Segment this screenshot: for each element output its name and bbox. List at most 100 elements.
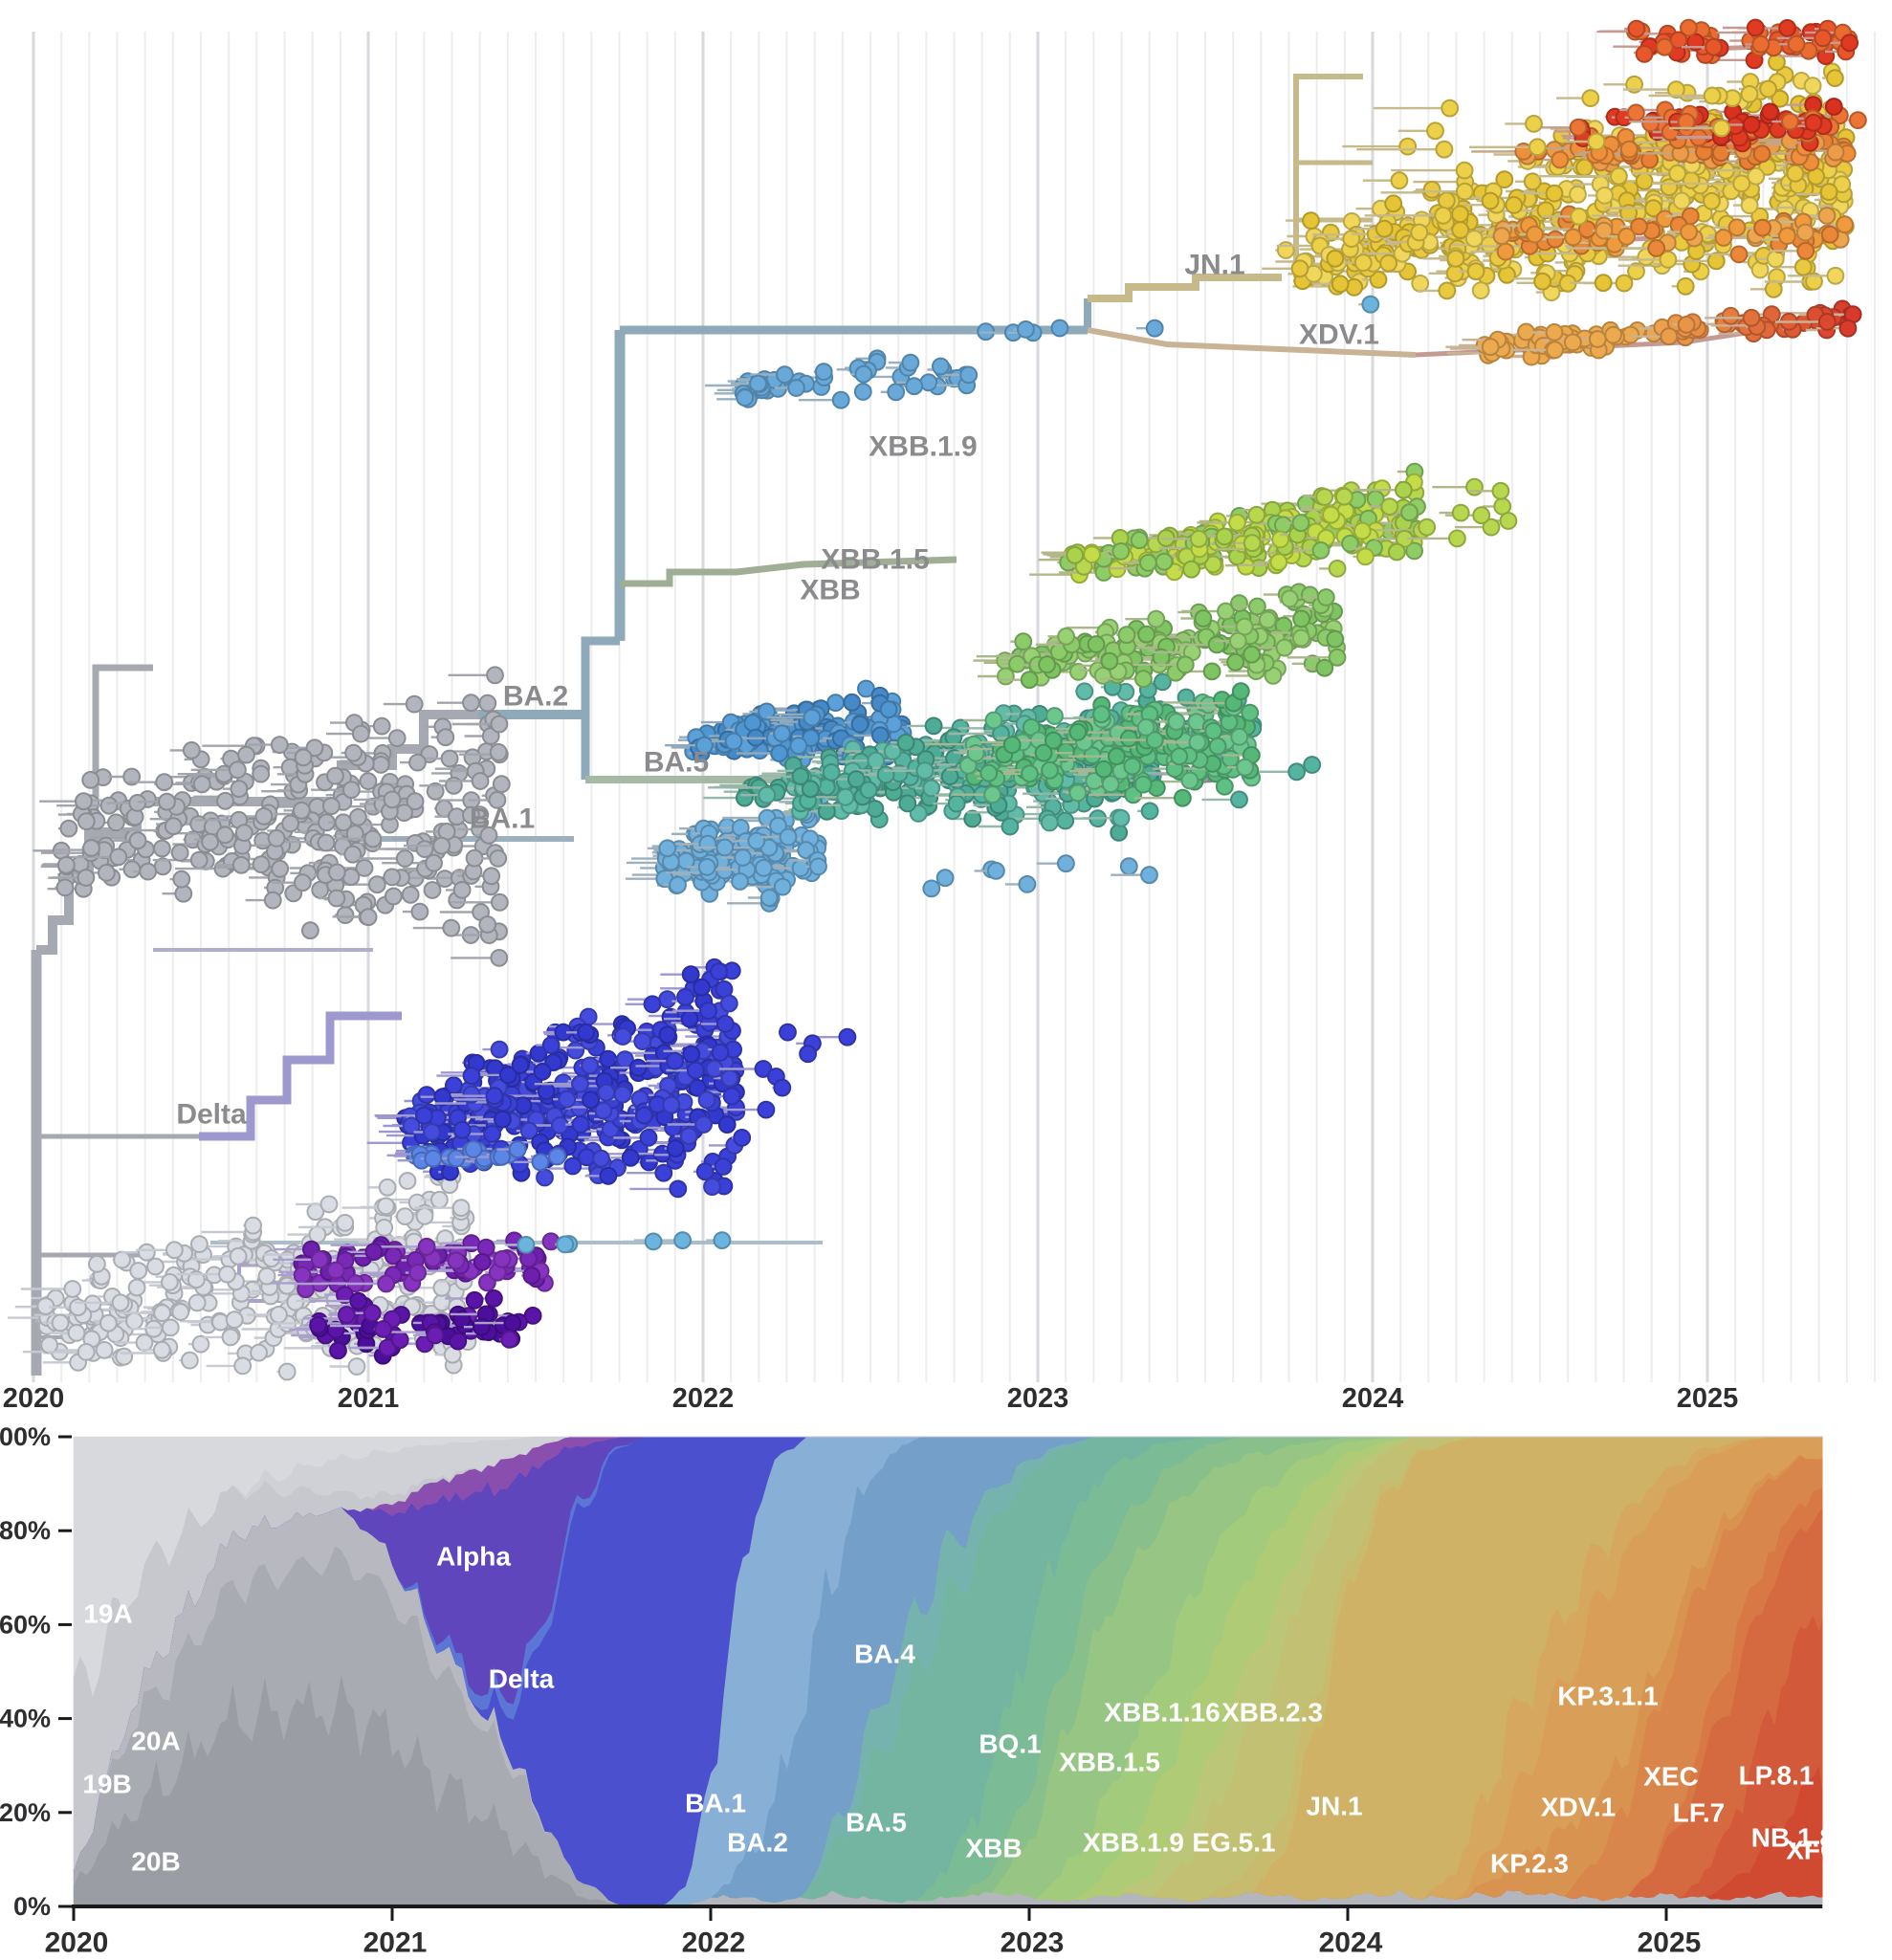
tree-tip-alpha[interactable] xyxy=(447,1251,466,1270)
tree-tip-ba1[interactable] xyxy=(755,859,773,877)
tree-tip-ba2[interactable] xyxy=(871,726,890,745)
tree-tip-xbb19[interactable] xyxy=(1083,545,1101,563)
tree-tip-20A-20B[interactable] xyxy=(317,833,336,852)
tree-tip-xbb[interactable] xyxy=(1215,777,1234,796)
tree-tip-delta[interactable] xyxy=(697,1090,716,1110)
tree-tip-19A-19B[interactable] xyxy=(396,1207,414,1225)
tree-tip-20A-20B[interactable] xyxy=(81,771,100,789)
tree-tip-delta[interactable] xyxy=(688,1078,707,1097)
tree-tip-ba5[interactable] xyxy=(898,794,917,813)
tree-tip-delta[interactable] xyxy=(711,1043,730,1062)
tree-tip-19A-19B[interactable] xyxy=(67,1324,86,1342)
tree-tip-20A-20B[interactable] xyxy=(491,892,509,912)
tree-tip-xbb15[interactable] xyxy=(1093,667,1112,685)
tree-tip-xbb[interactable] xyxy=(1094,760,1113,779)
tree-tip-20A-20B[interactable] xyxy=(406,792,425,811)
tree-tip-xbb19[interactable] xyxy=(1215,527,1234,546)
tree-tip-alpha[interactable] xyxy=(462,1234,481,1253)
tree-tip-ba1[interactable] xyxy=(697,858,716,876)
tree-tip-20A-20B[interactable] xyxy=(408,753,427,772)
tree-tip-delta-tail[interactable] xyxy=(773,1078,792,1097)
tree-tip-alpha-dark[interactable] xyxy=(485,1289,503,1308)
tree-tip-xbb15[interactable] xyxy=(1176,655,1195,674)
tree-tip-19A-19B[interactable] xyxy=(138,1243,156,1262)
tree-tip-ba5[interactable] xyxy=(876,765,895,784)
tree-tip-xbb15[interactable] xyxy=(1316,588,1335,606)
tree-tip-delta[interactable] xyxy=(597,1083,616,1102)
tree-tip-20A-20B[interactable] xyxy=(372,716,391,736)
tree-tip-ba1[interactable] xyxy=(809,857,827,876)
tree-tip-20A-20B[interactable] xyxy=(254,807,274,826)
tree-tip-delta[interactable] xyxy=(563,1156,583,1176)
tree-tip-delta[interactable] xyxy=(693,978,711,997)
tree-tip-ba1[interactable] xyxy=(734,848,752,867)
tree-tip-ba2[interactable] xyxy=(879,700,898,719)
tree-tip-xbb19[interactable] xyxy=(1189,530,1208,548)
tree-tip-xbb19[interactable] xyxy=(1291,514,1310,533)
tree-tip-delta[interactable] xyxy=(452,1120,472,1139)
tree-tip-xbb15[interactable] xyxy=(1014,632,1033,651)
tree-tip-19A-19B[interactable] xyxy=(244,1216,263,1235)
tree-tip-19A-19B[interactable] xyxy=(161,1273,179,1291)
tree-tip-recomb[interactable] xyxy=(736,388,755,407)
tree-tip-delta[interactable] xyxy=(720,1068,739,1088)
tree-tip-20A-20B[interactable] xyxy=(492,775,511,794)
tree-tip-20A-20B[interactable] xyxy=(462,694,480,713)
tree-tip-19A-19B[interactable] xyxy=(99,1313,118,1332)
tree-tip-ba2[interactable] xyxy=(773,724,791,743)
tree-tip-delta[interactable] xyxy=(511,1056,530,1074)
tree-tip-ba1[interactable] xyxy=(797,841,816,860)
tree-tip-ba1-tail[interactable] xyxy=(987,862,1005,880)
tree-tip-recomb[interactable] xyxy=(901,353,920,372)
tree-tip-19A-19B[interactable] xyxy=(377,1197,395,1216)
tree-tip-20A-20B[interactable] xyxy=(99,796,119,815)
tree-tip-recomb-row[interactable] xyxy=(1017,320,1035,339)
tree-tip-19A-19B[interactable] xyxy=(161,1318,180,1337)
tree-tip-delta[interactable] xyxy=(635,1106,653,1125)
tree-tip-xbb[interactable] xyxy=(1041,760,1059,780)
tree-tip-20A-20B[interactable] xyxy=(107,813,125,832)
tree-tip-delta[interactable] xyxy=(613,1085,632,1104)
tree-tip-20A-20B[interactable] xyxy=(462,805,480,825)
tree-tip-xbb15[interactable] xyxy=(1038,655,1056,674)
tree-tip-delta[interactable] xyxy=(498,1066,517,1085)
tree-tip-ba1-tail[interactable] xyxy=(1119,857,1138,876)
tree-tip-ba1-tail[interactable] xyxy=(1018,875,1037,893)
tree-tip-xbb[interactable] xyxy=(983,785,1001,804)
tree-tip-xbb[interactable] xyxy=(1068,723,1088,741)
tree-tip-delta[interactable] xyxy=(462,1067,481,1085)
tree-tip-xbb15[interactable] xyxy=(1008,654,1026,673)
tree-tip-19A-19B[interactable] xyxy=(451,1199,471,1218)
tree-tip-20A-20B[interactable] xyxy=(425,853,444,872)
tree-tip-19A-19B[interactable] xyxy=(432,1278,451,1297)
tree-tip-xbb[interactable] xyxy=(1204,721,1222,740)
tree-tip-19A-19B[interactable] xyxy=(250,1343,269,1362)
tree-tip-delta[interactable] xyxy=(577,1023,595,1042)
tree-tip-delta[interactable] xyxy=(699,1002,717,1021)
tree-tip-xbb[interactable] xyxy=(1045,707,1064,725)
tree-tip-xbb15[interactable] xyxy=(1194,609,1213,628)
tree-tip-19A-19B[interactable] xyxy=(308,1225,327,1244)
tree-tip-20A-20B[interactable] xyxy=(436,728,455,747)
tree-tip-20A-20B[interactable] xyxy=(281,814,300,833)
tree-tip-xbb19[interactable] xyxy=(1356,547,1375,566)
tree-tip-delta[interactable] xyxy=(582,1090,600,1110)
tree-tip-xbb19[interactable] xyxy=(1247,505,1266,524)
tree-tip-20A-20B[interactable] xyxy=(327,889,346,908)
tree-tip-delta[interactable] xyxy=(571,1074,589,1093)
tree-tip-alpha[interactable] xyxy=(310,1250,329,1269)
tree-tip-ba5[interactable] xyxy=(867,751,886,770)
tree-tip-20A-20B[interactable] xyxy=(482,867,501,886)
tree-tip-xbb19-tail[interactable] xyxy=(1451,503,1470,522)
tree-tip-ba1-tail[interactable] xyxy=(935,869,955,888)
tree-tip-delta[interactable] xyxy=(533,1063,552,1081)
tree-tip-20A-20B[interactable] xyxy=(230,780,249,799)
tree-tip-ba2[interactable] xyxy=(826,694,845,712)
tree-tip-xbb[interactable] xyxy=(1119,729,1138,748)
tree-tip-xbb[interactable] xyxy=(1002,736,1022,755)
tree-tip-20A-20B[interactable] xyxy=(442,918,461,937)
tree-tip-19A-19B[interactable] xyxy=(40,1335,58,1354)
tree-tip-20A-20B[interactable] xyxy=(465,848,484,868)
tree-tip-delta-tail[interactable] xyxy=(838,1027,857,1046)
tree-tip-19A-19B[interactable] xyxy=(171,1303,190,1321)
